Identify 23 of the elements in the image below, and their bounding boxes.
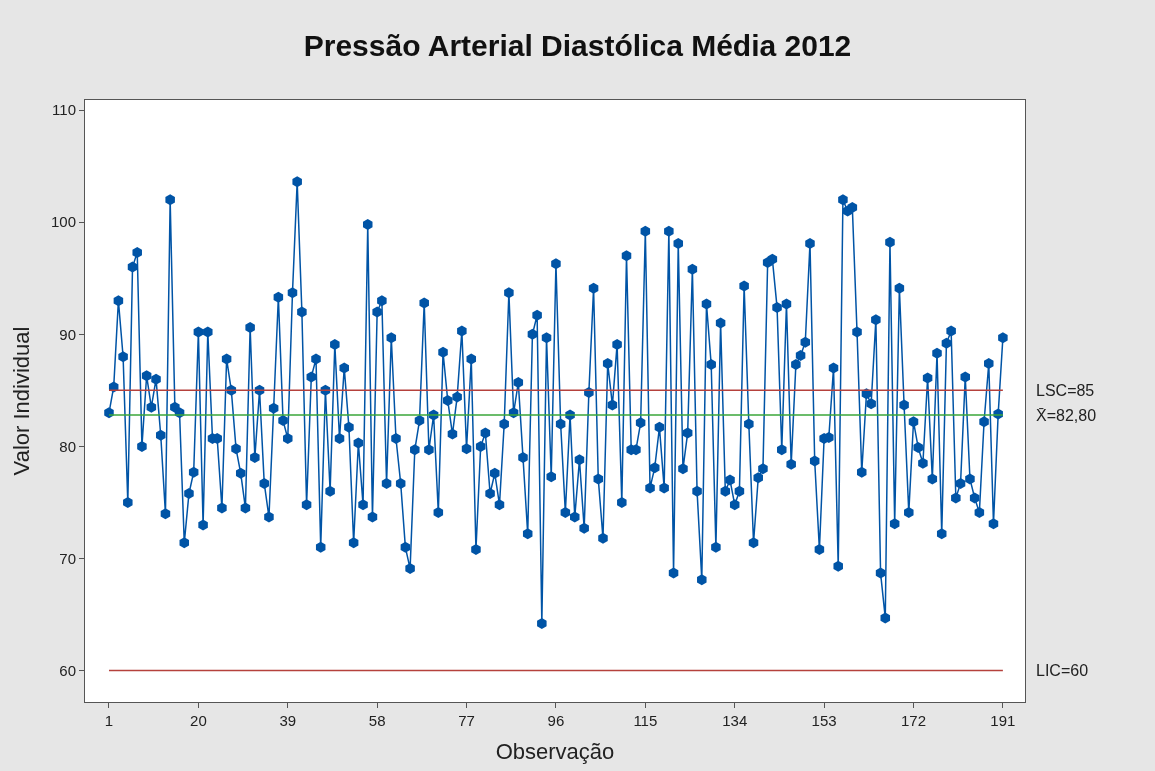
ref-line-label: LIC=60 (1036, 662, 1089, 679)
x-tick-label: 77 (458, 712, 475, 729)
x-tick-label: 115 (633, 712, 658, 729)
x-tick-label: 58 (368, 712, 386, 729)
y-axis-title: Valor Individual (8, 326, 34, 476)
chart-title: Pressão Arterial Diastólica Média 2012 (303, 28, 852, 62)
x-tick-label: 20 (190, 712, 207, 729)
x-tick-label: 191 (990, 712, 1016, 729)
x-tick-label: 39 (279, 712, 297, 729)
ref-line-label: LSC=85 (1036, 382, 1095, 399)
x-axis-title: Observação (495, 738, 615, 764)
x-tick-label: 134 (722, 712, 748, 729)
x-tick-label: 153 (811, 712, 837, 729)
y-tick-label: 100 (50, 213, 76, 231)
x-tick-label: 1 (104, 712, 114, 729)
x-tick-label: 172 (900, 712, 927, 729)
y-tick-label: 80 (59, 437, 76, 455)
y-tick-label: 90 (59, 325, 76, 343)
y-tick-label: 110 (52, 101, 76, 119)
y-tick-label: 60 (59, 661, 76, 679)
ref-line-label: X̄=82,80 (1036, 407, 1097, 424)
y-tick-label: 70 (59, 549, 76, 567)
x-tick-label: 96 (547, 712, 565, 729)
